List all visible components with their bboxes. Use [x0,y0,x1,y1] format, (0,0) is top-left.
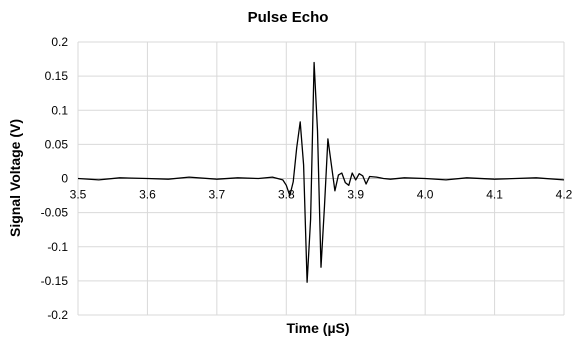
series-layer [77,61,565,283]
x-tick-label: 3.8 [278,188,295,202]
x-tick-label: 4.1 [486,188,503,202]
x-tick-label: 3.5 [70,188,87,202]
x-tick-label: 3.6 [139,188,156,202]
y-tick-label: 0 [61,172,68,186]
x-tick-label: 4.0 [417,188,434,202]
x-tick-label: 3.7 [209,188,226,202]
x-tick-label: 4.2 [556,188,573,202]
y-tick-labels: 0.2 0.15 0.1 0.05 0 -0.05 -0.1 -0.15 -0.2 [41,35,69,322]
x-tick-labels: 3.5 3.6 3.7 3.8 3.9 4.0 4.1 4.2 [70,188,573,202]
chart-title: Pulse Echo [248,9,329,26]
y-tick-label: 0.05 [45,137,69,151]
y-tick-label: 0.15 [45,69,69,83]
y-axis-title: Signal Voltage (V) [7,119,23,237]
series-line [77,61,565,283]
y-tick-label: -0.1 [47,240,68,254]
x-axis-title: Time (µS) [286,320,349,336]
y-tick-label: -0.15 [41,274,69,288]
x-tick-label: 3.9 [347,188,364,202]
y-tick-label: -0.2 [47,308,68,322]
y-tick-label: 0.2 [51,35,68,49]
y-tick-label: -0.05 [41,206,69,220]
y-tick-label: 0.1 [51,103,68,117]
